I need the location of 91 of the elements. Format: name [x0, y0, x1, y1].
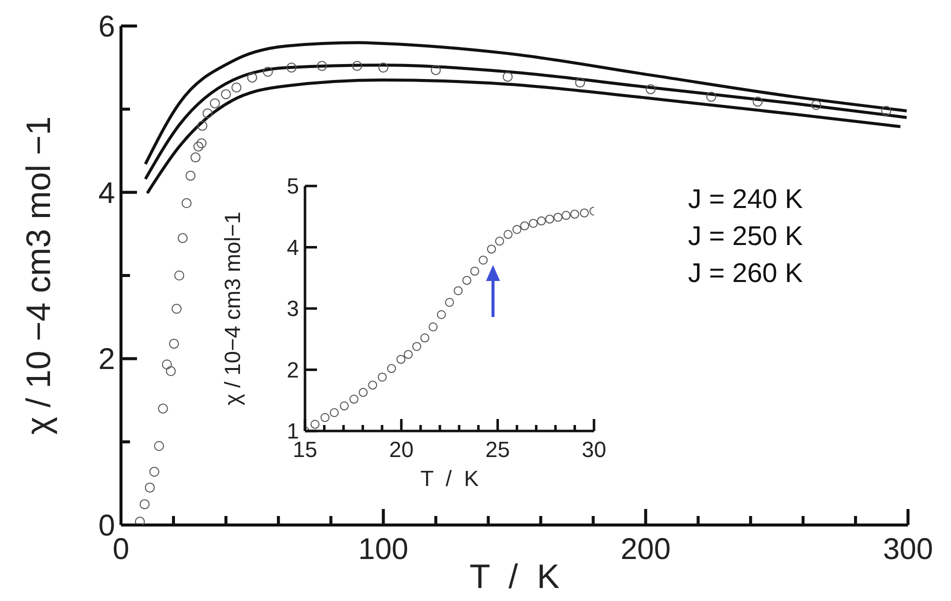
point — [166, 366, 176, 376]
point — [172, 304, 182, 314]
point — [536, 216, 546, 226]
point — [168, 338, 179, 349]
point — [262, 66, 273, 77]
point — [193, 142, 204, 152]
point — [512, 224, 522, 234]
point — [545, 214, 554, 224]
x-tick-label: 100 — [358, 533, 408, 566]
y-tick-label: 3 — [286, 296, 299, 322]
x-tick-label: 30 — [582, 437, 606, 462]
point — [470, 266, 480, 276]
point — [495, 236, 504, 246]
point — [134, 516, 145, 525]
line-series — [144, 41, 908, 166]
point — [320, 413, 330, 422]
x-tick-label: 300 — [882, 533, 934, 566]
x-tick-label: 200 — [620, 533, 671, 566]
point — [575, 78, 586, 88]
point — [706, 92, 716, 102]
point — [502, 72, 513, 82]
y-tick-label: 0 — [98, 510, 115, 542]
point — [430, 65, 441, 76]
x-tick-label: 20 — [389, 437, 414, 462]
point — [247, 72, 258, 83]
x-tick-label: 25 — [485, 437, 510, 462]
y-tick-label: 6 — [98, 10, 115, 44]
annotation: J = 240 K — [688, 184, 803, 214]
annotation: J = 250 K — [688, 221, 803, 251]
point — [436, 310, 446, 320]
point — [210, 98, 220, 108]
point — [368, 380, 378, 390]
point — [220, 89, 231, 100]
point — [646, 84, 656, 94]
annotation: J = 260 K — [688, 258, 803, 288]
y-tick-label: 2 — [98, 343, 115, 376]
y-axis-title: χ / 10 −4 cm3 mol −1 — [20, 116, 58, 435]
point — [412, 342, 422, 351]
point — [420, 333, 430, 342]
point — [445, 298, 454, 307]
point — [562, 210, 571, 220]
point — [197, 120, 208, 131]
point — [881, 106, 892, 116]
point — [140, 499, 150, 510]
point — [202, 108, 213, 118]
point — [396, 354, 406, 364]
point — [349, 394, 358, 404]
x-axis-title: T / K — [469, 558, 560, 596]
point — [428, 322, 438, 332]
point — [186, 170, 196, 181]
point — [378, 62, 388, 73]
point — [387, 364, 396, 374]
point — [462, 276, 472, 285]
point — [528, 218, 538, 228]
y-tick-label: 4 — [286, 234, 299, 260]
y-tick-label: 4 — [98, 176, 115, 210]
point — [352, 60, 362, 71]
point — [378, 372, 387, 382]
point — [196, 138, 207, 148]
point — [580, 208, 589, 218]
point — [286, 62, 297, 73]
point — [478, 256, 488, 265]
y-tick-label: 2 — [286, 357, 299, 382]
y-tick-label: 5 — [286, 174, 299, 199]
point — [316, 60, 327, 71]
x-axis-title: T / K — [420, 466, 479, 491]
point — [520, 221, 530, 230]
point — [144, 482, 155, 493]
point — [162, 359, 172, 370]
point — [553, 212, 562, 222]
point — [504, 230, 513, 239]
point — [752, 96, 763, 107]
point — [231, 82, 242, 93]
point — [158, 404, 168, 414]
point — [149, 466, 160, 477]
point — [190, 152, 201, 162]
point — [570, 210, 580, 219]
point — [487, 244, 496, 254]
point — [178, 233, 188, 244]
point — [154, 440, 164, 451]
point — [404, 350, 413, 359]
y-axis-title: χ / 10−4 cm3 mol−1 — [220, 212, 245, 406]
point — [174, 270, 184, 280]
point — [454, 286, 463, 296]
point — [330, 408, 339, 418]
point — [340, 401, 349, 410]
x-tick-label: 15 — [292, 437, 318, 462]
point — [182, 198, 192, 208]
point — [358, 388, 368, 397]
point — [811, 100, 822, 110]
point — [310, 420, 320, 429]
